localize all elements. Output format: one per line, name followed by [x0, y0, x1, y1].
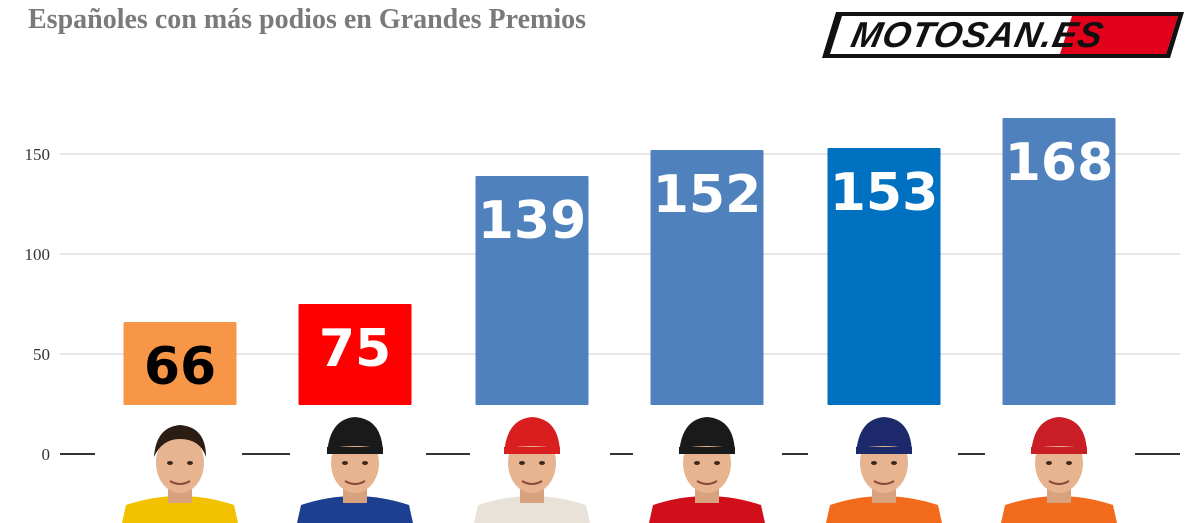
bar	[475, 176, 589, 405]
rider-portrait-icon	[1001, 417, 1117, 523]
rider-portrait-icon	[474, 417, 590, 523]
bar-value-label: 66	[144, 337, 216, 397]
bar	[827, 148, 941, 405]
rider-portrait-icon	[297, 417, 413, 523]
bar-value-label: 153	[830, 163, 939, 223]
y-tick-label: 100	[25, 245, 51, 264]
bar-value-label: 139	[478, 191, 587, 251]
y-tick-label: 150	[25, 145, 51, 164]
rider-portrait-icon	[826, 417, 942, 523]
bar	[123, 322, 237, 405]
rider-portrait-6	[1001, 405, 1117, 523]
rider-portrait-3	[474, 405, 590, 523]
rider-portrait-icon	[122, 425, 238, 523]
rider-portrait-2	[297, 405, 413, 523]
bar-value-label: 152	[653, 165, 762, 225]
bar-value-label: 168	[1005, 133, 1114, 193]
y-tick-label: 50	[33, 345, 50, 364]
rider-portrait-4	[649, 405, 765, 523]
chart-title: Españoles con más podios en Grandes Prem…	[28, 4, 586, 35]
bar	[298, 304, 412, 405]
rider-portrait-icon	[649, 417, 765, 523]
motosan-logo: MOTOSAN.ES	[822, 12, 1184, 58]
bar	[1002, 118, 1116, 405]
rider-portrait-5	[826, 405, 942, 523]
y-tick-label: 0	[42, 445, 51, 464]
bar	[650, 150, 764, 405]
rider-portrait-1	[122, 405, 238, 523]
bar-value-label: 75	[319, 319, 391, 379]
logo-badge	[822, 12, 1184, 58]
